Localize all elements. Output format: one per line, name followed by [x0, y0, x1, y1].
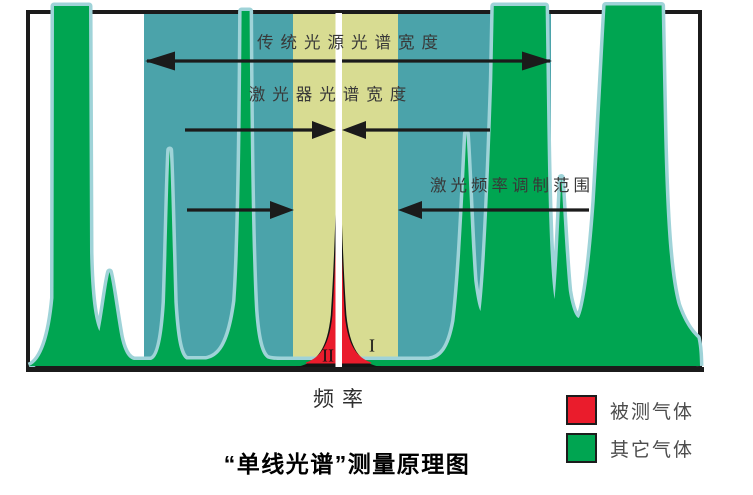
laser-width-arrows [185, 121, 490, 139]
laser-line [335, 13, 342, 367]
modulation-range-arrows [187, 201, 589, 219]
modulation-range-label: 激光频率调制范围 [430, 177, 594, 195]
other-gases-spectrum [29, 5, 700, 366]
traditional-width-label: 传统光源光谱宽度 [257, 34, 445, 52]
traditional-width-arrow [145, 51, 552, 71]
diagram-title: “单线光谱”测量原理图 [223, 451, 471, 477]
legend-item-measured-gas: 被测气体 [566, 395, 694, 425]
measured-gas-label: 被测气体 [610, 401, 695, 423]
other-gas-swatch [566, 433, 597, 463]
region-marker-ii: II [322, 345, 334, 366]
region-marker-i: I [369, 335, 375, 356]
other-gas-label: 其它气体 [610, 439, 695, 461]
measured-gas-swatch [566, 395, 597, 425]
frequency-axis [26, 367, 704, 372]
frequency-axis-label: 频率 [313, 388, 371, 411]
legend-item-other-gas: 其它气体 [566, 433, 694, 463]
laser-width-label: 激光器光谱宽度 [248, 86, 414, 104]
